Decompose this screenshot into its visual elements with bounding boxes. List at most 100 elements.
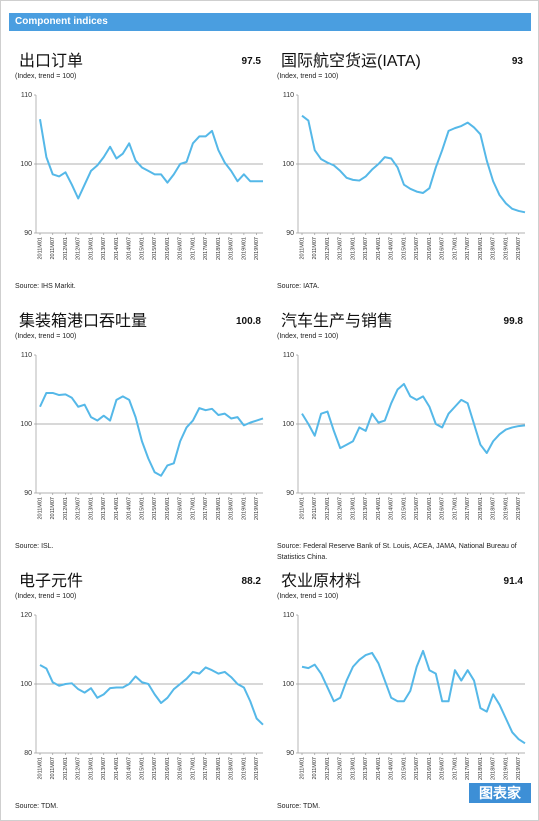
latest-value: 93	[511, 56, 523, 67]
x-tick-label: 2016M07	[440, 497, 446, 520]
y-tick-label: 90	[286, 750, 294, 757]
y-tick-label: 100	[282, 421, 294, 428]
y-tick-label: 100	[282, 681, 294, 688]
y-tick-label: 100	[20, 421, 32, 428]
x-tick-label: 2019M07	[516, 757, 522, 780]
y-tick-label: 90	[286, 490, 294, 497]
x-tick-label: 2013M07	[363, 757, 369, 780]
x-tick-label: 2011M07	[312, 237, 318, 260]
x-tick-label: 2016M07	[178, 237, 184, 260]
x-tick-label: 2013M07	[101, 237, 107, 260]
x-tick-label: 2013M07	[101, 497, 107, 520]
data-line	[39, 664, 264, 726]
x-tick-label: 2016M07	[178, 497, 184, 520]
chart-title: 国际航空货运(IATA)	[281, 53, 421, 70]
x-tick-label: 2019M07	[254, 497, 260, 520]
x-tick-label: 2011M07	[50, 757, 56, 780]
y-tick-label: 110	[283, 92, 294, 99]
x-tick-label: 2019M01	[241, 757, 247, 780]
chart-panel: 80 100 120 2011M01 2011M07 2012M01 2012M07 2013…	[11, 561, 269, 819]
x-tick-label: 2015M07	[414, 757, 420, 780]
x-tick-label: 2012M01	[63, 497, 69, 520]
x-tick-label: 2012M01	[63, 757, 69, 780]
y-tick-label: 120	[20, 612, 32, 619]
x-tick-label: 2017M01	[190, 497, 196, 520]
x-tick-label: 2017M01	[452, 237, 458, 260]
x-tick-label: 2018M07	[491, 237, 497, 260]
chart-title: 汽车生产与销售	[281, 313, 394, 330]
x-tick-label: 2015M07	[152, 757, 158, 780]
x-tick-label: 2017M01	[452, 497, 458, 520]
chart-panel: 90 100 110 2011M01 2011M07 2012M01 2012M07 2013…	[11, 301, 269, 559]
x-tick-label: 2016M01	[165, 497, 171, 520]
y-tick-label: 100	[20, 681, 32, 688]
chart-subtitle: (Index, trend = 100)	[277, 333, 339, 340]
header: Component indices	[9, 13, 531, 31]
x-tick-label: 2014M01	[376, 757, 382, 780]
x-tick-label: 2018M01	[478, 237, 484, 260]
chart-panel: 90 100 110 2011M01 2011M07 2012M01 2012M07 2013…	[273, 41, 531, 299]
y-tick-label: 110	[21, 352, 32, 359]
x-tick-label: 2019M01	[241, 237, 247, 260]
y-tick-label: 90	[24, 230, 32, 237]
chart: 90 100 110 2011M01 2011M07 2012M01 2012M07 2013…	[20, 92, 263, 260]
data-line	[301, 114, 526, 214]
x-tick-label: 2016M01	[427, 497, 433, 520]
x-tick-label: 2013M01	[88, 237, 94, 260]
x-tick-label: 2018M01	[216, 757, 222, 780]
x-tick-label: 2011M07	[50, 497, 56, 520]
x-tick-label: 2017M07	[465, 237, 471, 260]
x-tick-label: 2018M07	[491, 497, 497, 520]
x-tick-label: 2011M01	[37, 237, 43, 260]
x-tick-label: 2016M07	[440, 237, 446, 260]
x-tick-label: 2011M01	[299, 497, 305, 520]
x-tick-label: 2016M07	[440, 757, 446, 780]
data-line	[301, 382, 526, 454]
x-tick-label: 2011M01	[299, 757, 305, 780]
x-tick-label: 2019M01	[503, 237, 509, 260]
chart-subtitle: (Index, trend = 100)	[15, 73, 77, 80]
x-tick-label: 2018M01	[478, 497, 484, 520]
source-note: Source: TDM.	[277, 803, 321, 810]
x-tick-label: 2012M07	[76, 757, 82, 780]
x-tick-label: 2014M01	[114, 757, 120, 780]
logo: 图表家	[469, 783, 531, 803]
x-tick-label: 2015M01	[139, 757, 145, 780]
x-tick-label: 2019M07	[516, 237, 522, 260]
x-tick-label: 2017M01	[190, 757, 196, 780]
y-tick-label: 80	[24, 750, 32, 757]
chart-title: 电子元件	[19, 573, 84, 590]
x-tick-label: 2013M07	[363, 497, 369, 520]
chart-panel: 90 100 110 2011M01 2011M07 2012M01 2012M07 2013…	[11, 41, 269, 299]
latest-value: 100.8	[235, 316, 261, 327]
x-tick-label: 2013M01	[88, 757, 94, 780]
x-tick-label: 2017M07	[465, 497, 471, 520]
chart-subtitle: (Index, trend = 100)	[15, 333, 77, 340]
x-tick-label: 2014M07	[127, 497, 133, 520]
source-note: Source: IHS Markit.	[15, 283, 76, 290]
source-note: Source: IATA.	[277, 283, 320, 290]
x-tick-label: 2013M01	[88, 497, 94, 520]
x-tick-label: 2011M07	[312, 757, 318, 780]
chart-panel: 90 100 110 2011M01 2011M07 2012M01 2012M07 2013…	[273, 301, 531, 561]
x-tick-label: 2012M07	[76, 237, 82, 260]
x-tick-label: 2015M01	[139, 237, 145, 260]
y-tick-label: 110	[21, 92, 32, 99]
x-tick-label: 2014M01	[114, 237, 120, 260]
x-tick-label: 2011M07	[50, 237, 56, 260]
x-tick-label: 2017M07	[203, 237, 209, 260]
chart: 90 100 110 2011M01 2011M07 2012M01 2012M07 2013…	[20, 352, 264, 520]
source-note: Source: Federal Reserve Bank of St. Loui…	[277, 543, 517, 561]
chart-subtitle: (Index, trend = 100)	[277, 73, 339, 80]
x-tick-label: 2016M01	[165, 757, 171, 780]
chart-title: 出口订单	[19, 53, 84, 70]
latest-value: 97.5	[241, 56, 261, 67]
chart-title: 农业原材料	[281, 573, 362, 590]
x-tick-label: 2013M01	[350, 497, 356, 520]
x-tick-label: 2012M01	[325, 757, 331, 780]
x-tick-label: 2012M07	[338, 757, 344, 780]
x-tick-label: 2011M07	[312, 497, 318, 520]
source-note: Source: ISL.	[15, 543, 54, 550]
y-tick-label: 100	[282, 161, 294, 168]
